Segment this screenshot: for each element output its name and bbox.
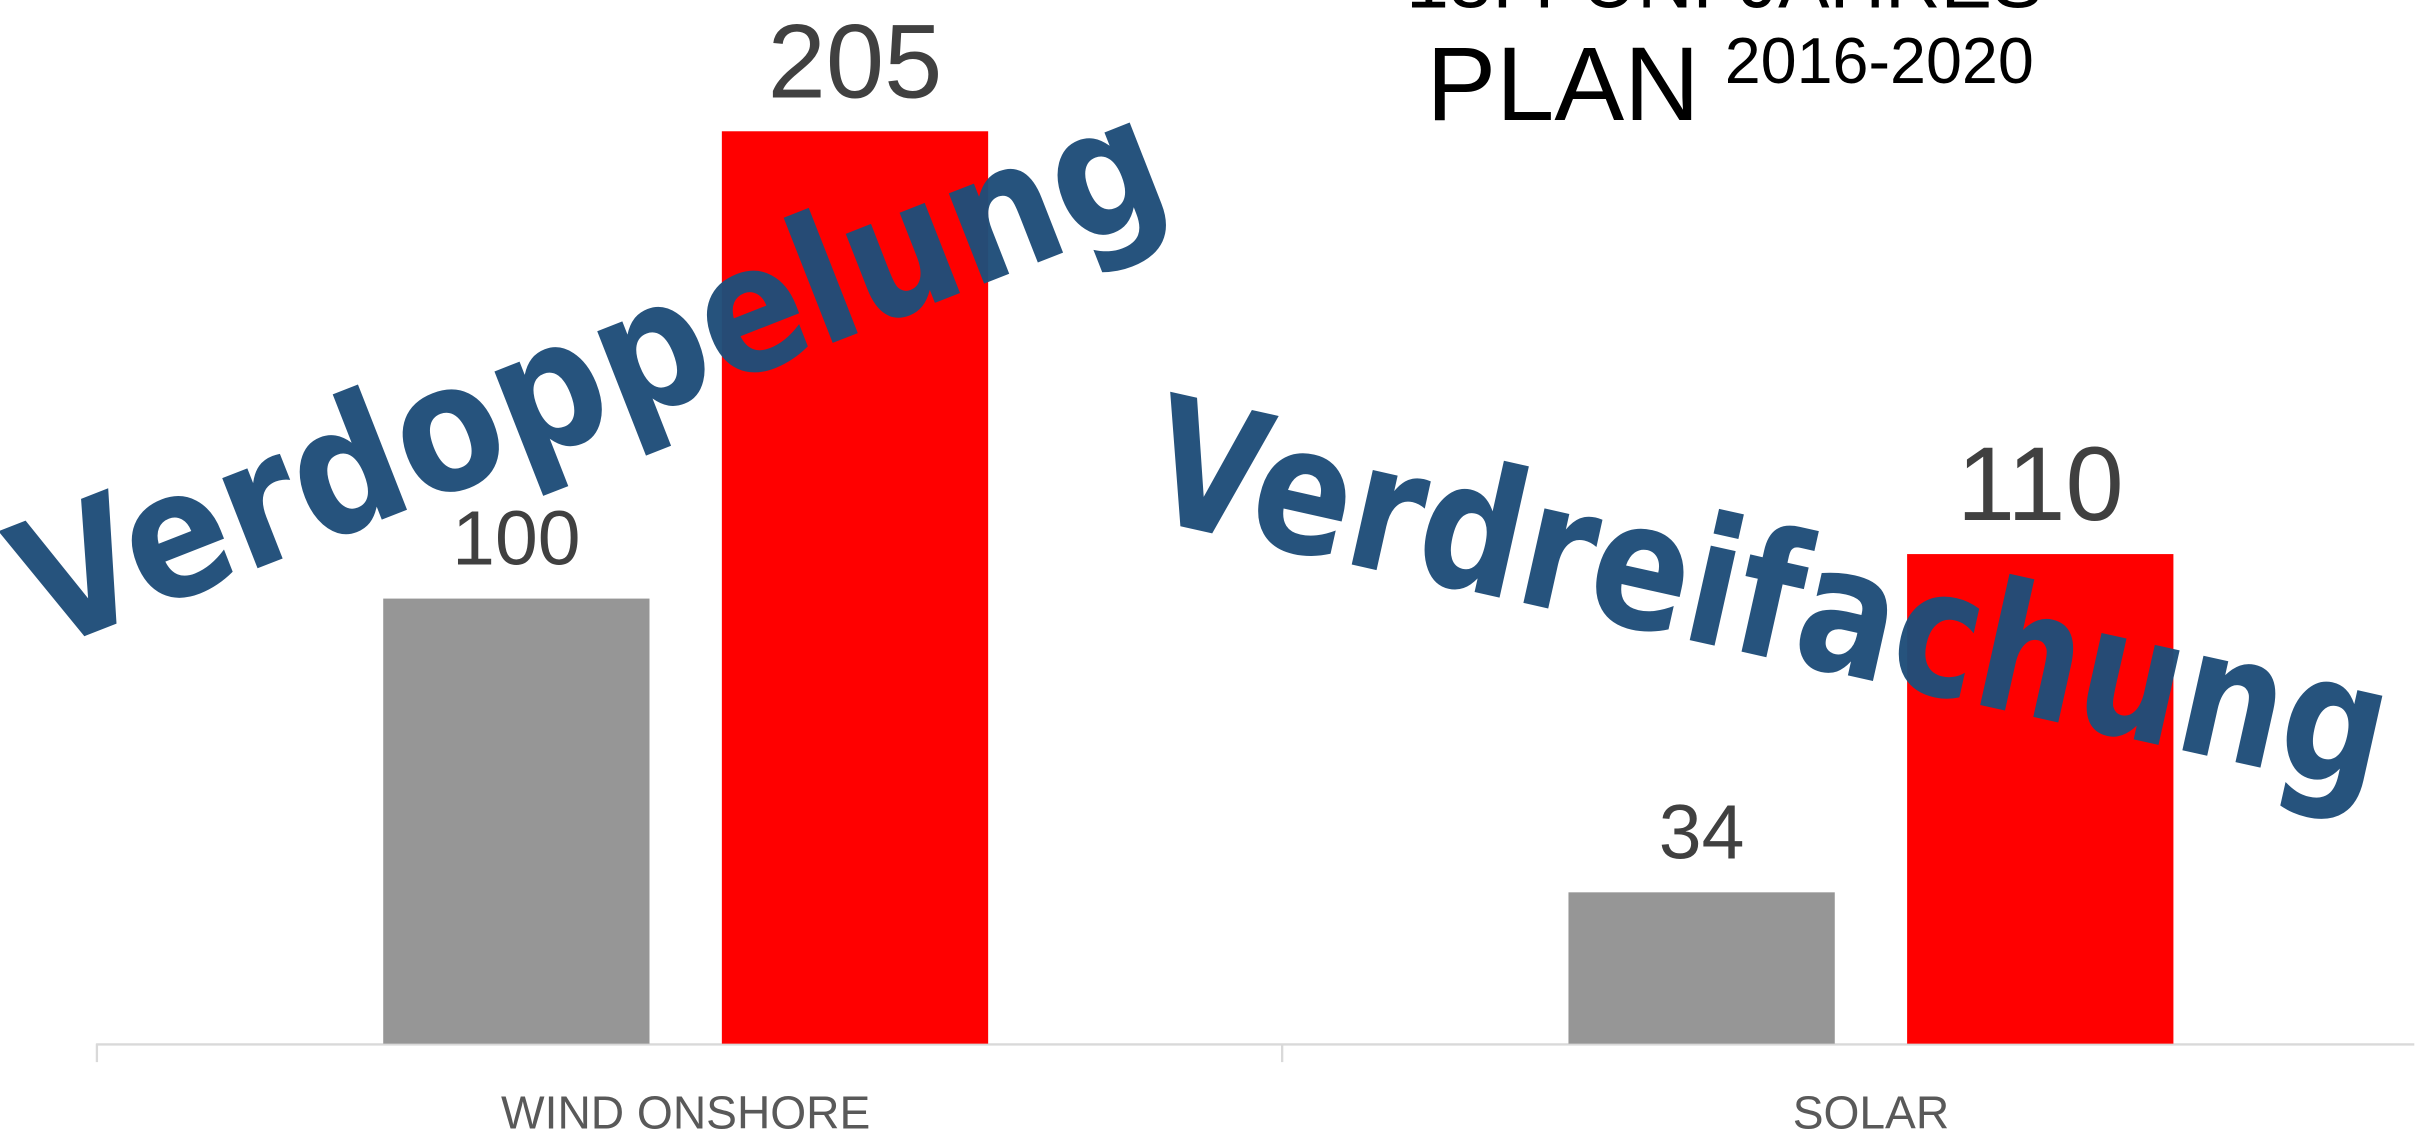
bar	[721, 131, 989, 1044]
data-label: 205	[768, 3, 943, 120]
x-tick-label: SOLAR	[1793, 1086, 1949, 1136]
bar	[1907, 554, 2174, 1044]
x-tick-label: WIND ONSHORE	[501, 1086, 870, 1136]
data-label: 100	[452, 496, 580, 582]
title-line: 13. FÜNFJAHRES	[1406, 0, 2043, 25]
title-line: PLAN	[1426, 26, 1699, 143]
data-label: 110	[1957, 426, 2124, 543]
bar	[383, 598, 650, 1044]
annotation: Verdreifachung	[1132, 357, 2409, 833]
title-superscript: 2016-2020	[1725, 24, 2034, 97]
annotation: Verdoppelung	[0, 55, 1192, 691]
data-label: 34	[1659, 789, 1745, 875]
bar	[1568, 892, 1835, 1044]
